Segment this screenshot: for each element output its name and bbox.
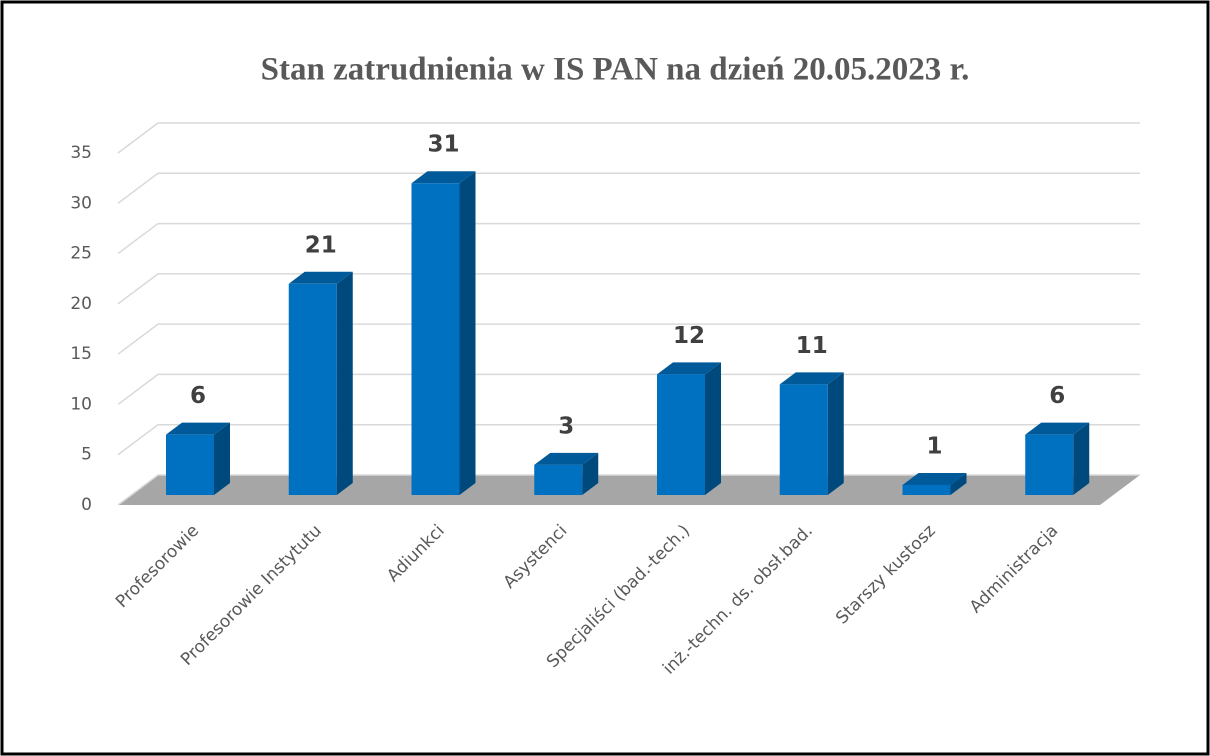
bar-side xyxy=(459,171,476,495)
bar-top xyxy=(779,372,844,385)
chart-title: Stan zatrudnienia w IS PAN na dzień 20.0… xyxy=(261,52,970,88)
grid-line xyxy=(117,323,1140,355)
data-label: 6 xyxy=(190,383,206,409)
bar-top xyxy=(288,271,353,284)
grid-line xyxy=(117,122,1140,154)
bar-side xyxy=(705,362,721,495)
bar-top xyxy=(902,472,967,485)
bar-top xyxy=(657,362,721,375)
data-label: 11 xyxy=(796,333,828,359)
bar xyxy=(534,464,583,495)
bar xyxy=(166,434,214,495)
bar xyxy=(902,484,951,495)
bar xyxy=(657,374,705,495)
grid-line xyxy=(117,273,1140,305)
bar-side xyxy=(582,452,599,495)
y-tick-label: 10 xyxy=(70,394,92,414)
floor xyxy=(118,475,1140,505)
bar-side xyxy=(827,372,844,495)
y-tick-label: 15 xyxy=(70,344,92,364)
bar xyxy=(411,183,460,495)
y-tick-label: 0 xyxy=(81,495,92,515)
bar-top xyxy=(166,422,230,435)
bar-top xyxy=(411,171,476,184)
bar-top xyxy=(534,452,599,465)
y-tick-label: 20 xyxy=(70,294,92,314)
bar xyxy=(779,384,828,495)
data-label: 12 xyxy=(673,323,705,349)
data-label: 1 xyxy=(926,433,942,459)
data-label: 31 xyxy=(427,132,459,158)
data-label: 3 xyxy=(558,413,574,439)
bar-top xyxy=(1025,422,1090,435)
grid-line xyxy=(117,222,1140,255)
y-tick-label: 25 xyxy=(70,244,92,264)
y-tick-label: 35 xyxy=(70,143,92,163)
grid-line xyxy=(117,172,1140,204)
bar-side xyxy=(950,472,967,495)
bar-side xyxy=(214,422,230,495)
bar-side xyxy=(336,271,353,495)
bar-side xyxy=(1073,422,1090,495)
y-tick-label: 30 xyxy=(70,193,92,213)
data-label: 21 xyxy=(305,232,337,258)
y-tick-label: 5 xyxy=(81,445,92,465)
bar xyxy=(1025,434,1074,495)
bar xyxy=(288,283,337,495)
data-label: 6 xyxy=(1049,383,1065,409)
